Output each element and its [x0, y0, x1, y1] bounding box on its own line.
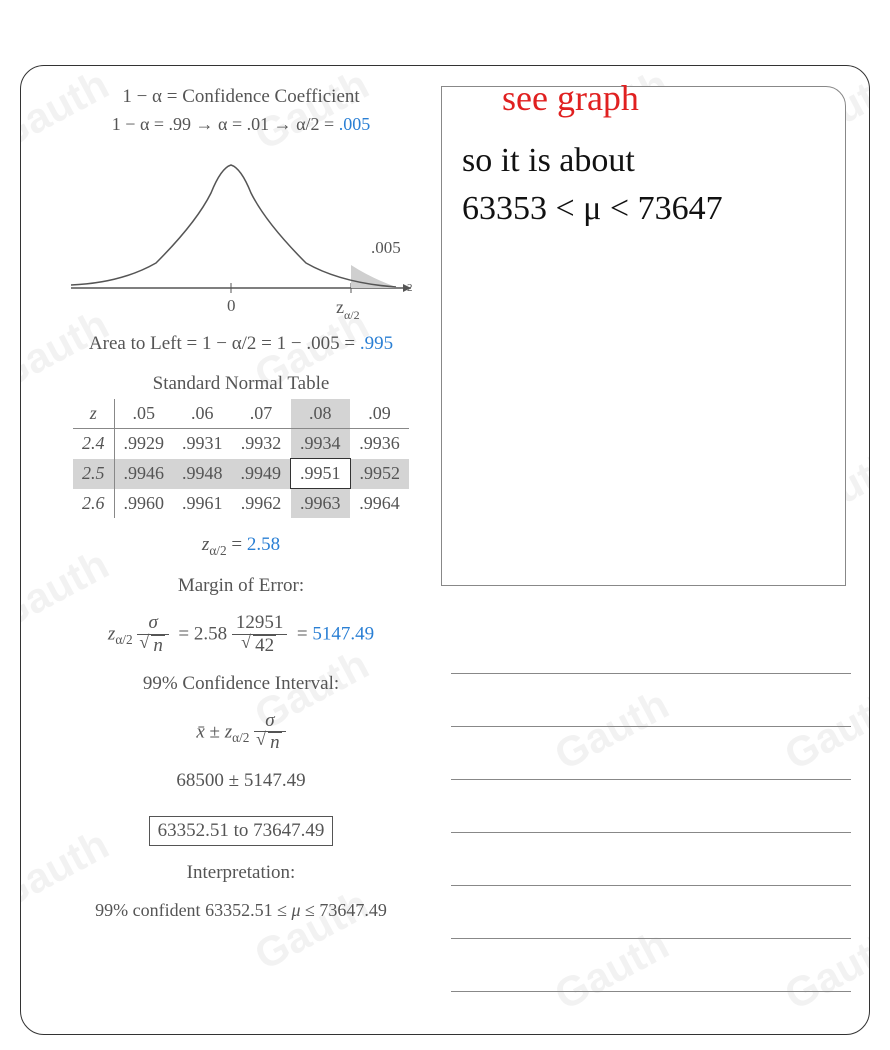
table-cell: .9934	[291, 429, 351, 459]
moe-n: n	[153, 635, 163, 656]
area-pre: Area to Left = 1 − α/2 = 1 − .005 =	[89, 333, 360, 354]
ci-numeric: 68500 ± 5147.49	[51, 770, 431, 792]
ruled-line	[451, 939, 851, 992]
moe-zsub: α/2	[115, 632, 132, 647]
interp-title: Interpretation:	[51, 862, 431, 884]
table-head-cell: z	[73, 399, 114, 429]
table-row: 2.6.9960.9961.9962.9963.9964	[73, 489, 409, 519]
table-cell: .9932	[232, 429, 291, 459]
interp-line: 99% confident 63352.51 ≤ μ ≤ 73647.49	[51, 900, 431, 921]
z-val: 2.58	[247, 534, 280, 555]
table-cell: .9952	[350, 459, 409, 489]
z-table-grid: z.05.06.07.08.09 2.4.9929.9931.9932.9934…	[73, 399, 409, 518]
table-cell: .9964	[350, 489, 409, 519]
ci-pm: ±	[205, 721, 225, 742]
moe-sigma: σ	[148, 612, 157, 633]
ruled-line	[451, 992, 851, 1035]
table-head-cell: .09	[350, 399, 409, 429]
ci-frac: σ n	[254, 711, 286, 755]
tail-label: .005	[371, 238, 401, 257]
handwritten-black: so it is about 63353 < μ < 73647	[462, 137, 723, 232]
table-cell: .9931	[173, 429, 232, 459]
table-cell: .9929	[114, 429, 173, 459]
table-head-cell: .05	[114, 399, 173, 429]
line1-pre: 1 − α =	[122, 86, 182, 107]
z-mid: =	[227, 534, 247, 555]
ruled-line	[451, 833, 851, 886]
table-cell: 2.4	[73, 429, 114, 459]
ruled-line	[451, 780, 851, 833]
ci-range-box: 63352.51 to 73647.49	[51, 808, 431, 846]
interp-a: 99% confident 63352.51 ≤	[95, 900, 291, 920]
z-sub: α/2	[209, 543, 226, 558]
table-head-cell: .07	[232, 399, 291, 429]
table-title: Standard Normal Table	[71, 373, 411, 395]
moe-title: Margin of Error:	[51, 575, 431, 597]
moe-equation: zα/2 σ n = 2.58 12951 42 = 5147.49	[51, 613, 431, 657]
moe-frac-left: σ n	[137, 613, 169, 657]
ci-title: 99% Confidence Interval:	[51, 673, 431, 695]
table-cell: .9936	[350, 429, 409, 459]
ruled-line	[451, 727, 851, 780]
center-label: 0	[227, 296, 236, 315]
moe-frac-right: 12951 42	[232, 613, 288, 657]
table-cell: .9946	[114, 459, 173, 489]
line2-b: → α = .01 → α/2 =	[191, 114, 339, 134]
table-cell: .9960	[114, 489, 173, 519]
table-cell: 2.5	[73, 459, 114, 489]
bell-curve	[71, 165, 396, 287]
normal-curve-graph: .005 0 zα/2 2	[61, 153, 421, 323]
area-to-left-line: Area to Left = 1 − α/2 = 1 − .005 = .995	[51, 333, 431, 355]
alpha-derivation-line: 1 − α = .99 → α = .01 → α/2 = .005	[51, 114, 431, 135]
ci-n: n	[270, 732, 280, 753]
moe-result: 5147.49	[312, 623, 374, 644]
area-val: .995	[360, 333, 393, 354]
ci-z: z	[225, 721, 232, 742]
table-head-cell: .08	[291, 399, 351, 429]
table-row: 2.5.9946.9948.9949.9951.9952	[73, 459, 409, 489]
line2-a: 1 − α = .99	[112, 114, 191, 134]
line2-val: .005	[339, 114, 371, 134]
confidence-coefficient-line: 1 − α = Confidence Coefficient	[51, 86, 431, 108]
left-column: 1 − α = Confidence Coefficient 1 − α = .…	[51, 76, 431, 921]
moe-den: 42	[253, 635, 276, 657]
interp-b: ≤ 73647.49	[301, 900, 387, 920]
ci-zsub: α/2	[232, 730, 249, 745]
ci-formula: x̄ ± zα/2 σ n	[51, 711, 431, 755]
table-row: 2.4.9929.9931.9932.9934.9936	[73, 429, 409, 459]
ruled-lines	[451, 621, 851, 1035]
line1-post: Confidence Coefficient	[182, 86, 359, 107]
z-axis-label: zα/2	[336, 297, 360, 322]
handwritten-red: see graph	[502, 77, 639, 119]
hand-l2: 63353 < μ < 73647	[462, 190, 723, 227]
interp-mu: μ	[291, 900, 300, 920]
ci-sigma: σ	[265, 710, 274, 731]
table-head-cell: .06	[173, 399, 232, 429]
table-cell: 2.6	[73, 489, 114, 519]
table-cell: .9961	[173, 489, 232, 519]
card-frame: Gauth Gauth Gauth Gauth Gauth Gauth Gaut…	[20, 65, 870, 1035]
table-cell: .9951	[291, 459, 351, 489]
ruled-line	[451, 886, 851, 939]
table-cell: .9949	[232, 459, 291, 489]
ruled-line	[451, 674, 851, 727]
table-cell: .9962	[232, 489, 291, 519]
table-cell: .9963	[291, 489, 351, 519]
ci-xbar: x̄	[196, 721, 204, 742]
notes-box: see graph so it is about 63353 < μ < 736…	[441, 86, 846, 586]
hand-l1: so it is about	[462, 142, 635, 179]
table-cell: .9948	[173, 459, 232, 489]
axis-end: 2	[407, 282, 413, 294]
moe-258: 2.58	[194, 623, 227, 644]
z-alpha-line: zα/2 = 2.58	[51, 534, 431, 559]
ruled-line	[451, 621, 851, 674]
z-table: Standard Normal Table z.05.06.07.08.09 2…	[71, 373, 411, 518]
ci-range: 63352.51 to 73647.49	[149, 816, 334, 846]
